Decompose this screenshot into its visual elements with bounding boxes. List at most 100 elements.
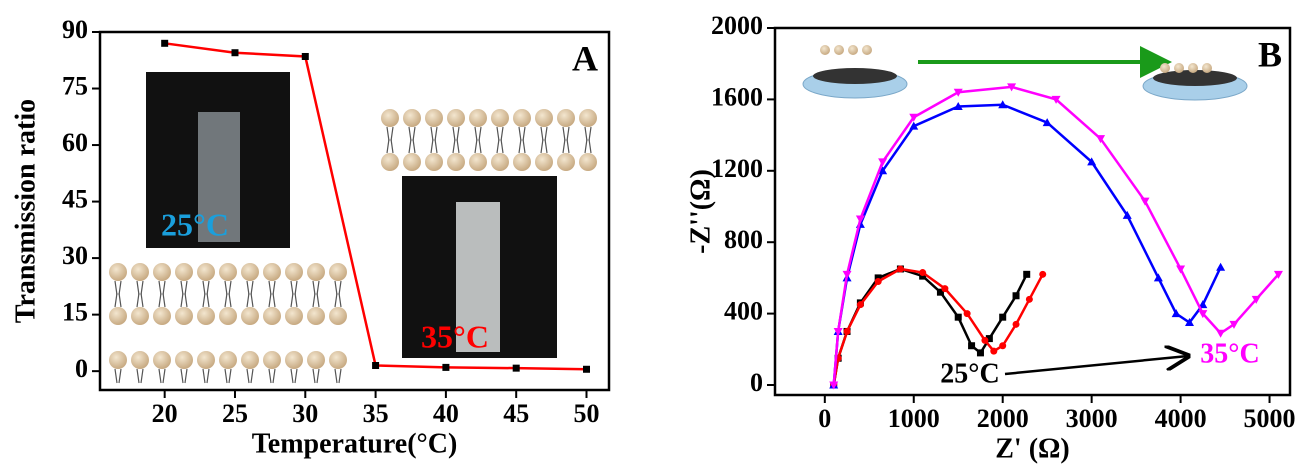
lipid-tail (312, 292, 320, 308)
y-tick-label: 0 (75, 354, 88, 383)
lipid-head (109, 351, 127, 369)
y-tick-label: 15 (62, 298, 88, 327)
data-point (1025, 295, 1033, 303)
lipid-tail (334, 368, 342, 384)
y-tick-label: 2000 (711, 11, 763, 40)
lipid-head (491, 153, 509, 171)
data-point (1216, 329, 1226, 338)
data-point (990, 347, 998, 355)
lipid-tail (386, 138, 394, 154)
lipid-head (491, 109, 509, 127)
lipid-head (848, 45, 858, 55)
arrow (1004, 356, 1188, 376)
lipid-head (447, 109, 465, 127)
lipid-head (1188, 63, 1198, 73)
data-point (936, 288, 944, 296)
data-point (161, 39, 169, 47)
lipid-tail (562, 126, 570, 142)
data-point (843, 327, 851, 335)
lipid-tail (180, 280, 188, 296)
data-point (1039, 270, 1047, 278)
lipid-head (862, 45, 872, 55)
vial (456, 202, 500, 352)
lipid-tail (268, 280, 276, 296)
lipid-tail (114, 292, 122, 308)
lipid-head (263, 263, 281, 281)
electrode-top (813, 68, 897, 84)
lipid-tail (246, 368, 254, 384)
data-point (1171, 309, 1181, 318)
x-tick-label: 1000 (888, 404, 940, 433)
lipid-head (381, 153, 399, 171)
y-tick-label: 400 (724, 297, 763, 326)
lipid-tail (408, 126, 416, 142)
lipid-tail (114, 368, 122, 384)
lipid-head (513, 153, 531, 171)
lipid-head (579, 153, 597, 171)
lipid-tail (224, 280, 232, 296)
insets (109, 45, 1248, 384)
lipid-tail (334, 280, 342, 296)
lipid-head (579, 109, 597, 127)
annotation: 35°C (1200, 338, 1259, 369)
data-point (878, 158, 888, 167)
data-point (878, 166, 888, 175)
annotation: 35°C (421, 318, 489, 354)
lipid-head (175, 263, 193, 281)
lipid-tail (290, 280, 298, 296)
plot-frame (98, 30, 611, 392)
lipid-head (153, 351, 171, 369)
lipid-tail (224, 368, 232, 384)
data-point (1096, 135, 1106, 144)
data-point (833, 327, 843, 336)
data-point (896, 265, 904, 273)
lipid-head (219, 263, 237, 281)
x-tick-label: 20 (152, 399, 178, 428)
data-point (909, 121, 919, 130)
data-point (1012, 292, 1020, 300)
data-point (999, 342, 1007, 350)
data-point (954, 313, 962, 321)
data-line (832, 267, 1044, 386)
data-point (1184, 318, 1194, 327)
data-point (1007, 83, 1017, 92)
data-point (985, 335, 993, 343)
lipid-head (557, 109, 575, 127)
x-tick-label: 2000 (977, 404, 1029, 433)
lipid-head (197, 351, 215, 369)
lipid-tail (158, 292, 166, 308)
lipid-head (1174, 63, 1184, 73)
lipid-tail (158, 280, 166, 296)
lipid-head (1202, 63, 1212, 73)
lipid-tail (540, 126, 548, 142)
lipid-tail (136, 292, 144, 308)
y-tick-label: 1600 (711, 82, 763, 111)
x-axis-label: Temperature(°C) (252, 428, 458, 459)
lipid-tail (202, 292, 210, 308)
data-point (1198, 300, 1208, 309)
y-tick-label: 30 (62, 241, 88, 270)
data-point (1176, 265, 1186, 274)
annotation: A (572, 38, 598, 78)
y-tick-label: 60 (62, 128, 88, 157)
lipid-head (403, 153, 421, 171)
data-point (874, 277, 882, 285)
data-point (953, 88, 963, 97)
y-axis-label: Transmission ratio (10, 99, 41, 323)
lipid-head (197, 307, 215, 325)
lipid-head (285, 263, 303, 281)
data-point (1198, 310, 1208, 319)
lipid-tail (180, 368, 188, 384)
lipid-head (285, 307, 303, 325)
data-point (1122, 210, 1132, 219)
data-point (919, 272, 927, 280)
lipid-head (307, 307, 325, 325)
data-point (442, 363, 450, 371)
data-point (1273, 270, 1283, 279)
lipid-tail (496, 126, 504, 142)
lipid-head (329, 307, 347, 325)
lipid-tail (290, 292, 298, 308)
lipid-tail (540, 138, 548, 154)
data-point (874, 274, 882, 282)
